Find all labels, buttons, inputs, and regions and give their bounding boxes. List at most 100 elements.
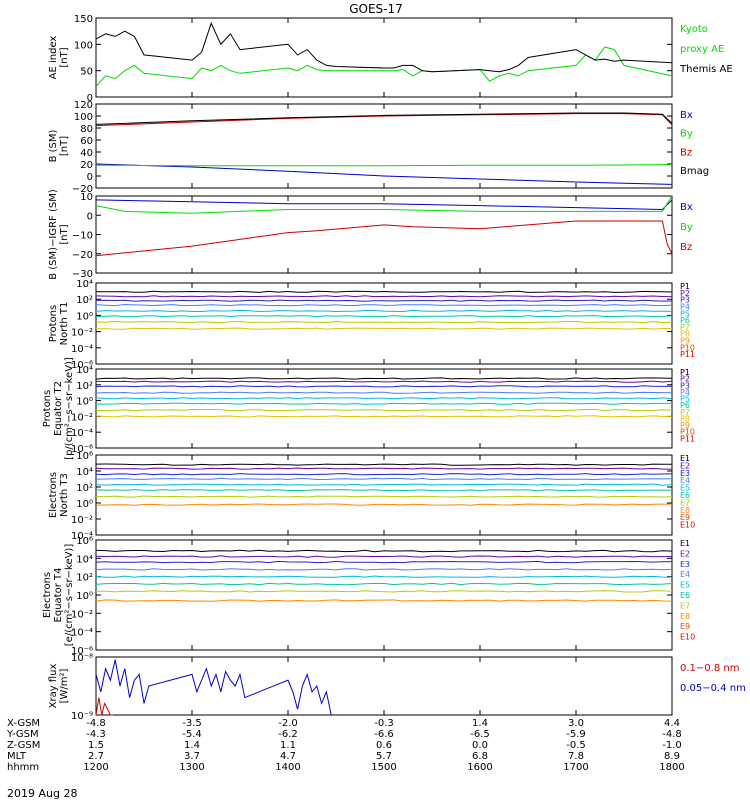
y-axis-label-line: [nT] (59, 136, 70, 156)
footer-value: -3.5 (182, 718, 202, 729)
channel-line-P6 (95, 315, 673, 318)
y-tick-label: 0 (87, 211, 93, 222)
footer-value: 4.4 (664, 718, 680, 729)
channel-line-E4 (95, 568, 673, 571)
channel-line-P4 (95, 303, 673, 307)
y-tick-label: 10⁴ (76, 467, 93, 478)
footer-value: 3.0 (568, 718, 584, 729)
legend-entry: P6 (680, 316, 690, 325)
legend-entry: P2 (680, 289, 690, 298)
channel-line-E1 (95, 549, 673, 553)
channel-line-P4 (95, 391, 673, 394)
series-line-Bx (95, 163, 673, 185)
legend-entry: P7 (680, 408, 690, 417)
y-tick-label: 10⁶ (76, 451, 93, 462)
legend-entry: 0.05−0.4 nm (680, 683, 746, 694)
y-axis-label-line: [W/m²] (59, 668, 70, 703)
y-axis-label: AE index[nT] (48, 36, 70, 80)
channel-line-P3 (95, 385, 673, 388)
footer-row-label: MLT (7, 751, 27, 762)
y-tick-label: 10⁰ (76, 311, 93, 322)
channel-line-P8 (95, 327, 672, 330)
channel-line-P1 (95, 377, 673, 380)
y-tick-label: 20 (80, 160, 93, 171)
y-tick-label: 150 (74, 14, 93, 25)
channel-line-P7 (95, 408, 673, 412)
y-tick-label: −10 (72, 231, 93, 242)
footer-value: -6.6 (374, 729, 394, 740)
legend-entry: By (680, 129, 693, 140)
y-axis-label: ElectronsNorth T3 (48, 472, 70, 518)
footer-value: -1.0 (662, 740, 682, 751)
y-tick-label: 10⁻⁴ (71, 628, 93, 639)
panel-frame (95, 454, 673, 536)
y-tick-label: 10⁴ (76, 365, 93, 376)
legend-entry: E4 (680, 570, 690, 579)
legend-entry: Bz (680, 242, 692, 253)
legend-entry: P5 (680, 309, 690, 318)
legend-entry: P9 (680, 337, 690, 346)
legend-entry: P7 (680, 323, 690, 332)
legend-entry: E7 (680, 601, 690, 610)
y-axis-label-line: Electrons (48, 472, 59, 518)
panel-protons-north: 10⁻⁶ 10⁻⁴ 10⁻² 10⁰ 10² 10⁴ ProtonsNorth T1 P1P2… (48, 279, 695, 371)
series-line-Bz (95, 113, 673, 127)
y-tick-label: 10⁶ (76, 536, 93, 547)
y-tick-label: −20 (72, 184, 93, 195)
footer-value: -0.3 (374, 718, 394, 729)
y-axis-label-line: Xray flux (48, 664, 59, 709)
footer-value: 1800 (659, 762, 684, 773)
y-axis-label-line: North T1 (59, 302, 70, 346)
panel-electrons-equator: 10⁻⁶10⁻⁴10⁻²10⁰10²10⁴10⁶ElectronsEquator… (42, 536, 695, 657)
panel-ae: 0 50 100 150 AE index[nT] Kyoto proxy AE Themis… (48, 14, 733, 104)
y-tick-label: 10² (76, 381, 93, 392)
y-axis-label-line: AE index (48, 36, 59, 80)
y-tick-label: 10² (76, 295, 93, 306)
y-tick-label: 10² (76, 483, 93, 494)
legend-entry: P10 (680, 343, 695, 352)
y-tick-label: 10⁻² (71, 412, 93, 423)
legend-entry: P4 (680, 302, 690, 311)
channel-line-E5 (95, 575, 673, 578)
series-line-Bmag (95, 112, 673, 125)
legend-entry: P3 (680, 381, 690, 390)
legend-entry: Bmag (680, 166, 709, 177)
footer-value: 1300 (179, 762, 204, 773)
y-axis-label: ElectronsEquator T4[e/(cm²−s−sr−keV)] (42, 544, 75, 647)
footer-value: 2.7 (88, 751, 104, 762)
legend-entry: E10 (680, 521, 695, 530)
channel-line-P8 (95, 415, 673, 418)
series-line-By (95, 164, 673, 167)
channel-line-E8 (95, 599, 673, 602)
footer-value: -0.5 (566, 740, 586, 751)
footer-value: -5.9 (566, 729, 586, 740)
channel-line-P7 (95, 320, 673, 324)
legend-entry: P10 (680, 428, 695, 437)
y-axis-label: B (SM)−IGRF (SM)[nT] (48, 189, 70, 280)
y-axis-label-line: Electrons (42, 572, 53, 618)
y-tick-label: 60 (80, 136, 93, 147)
legend-entry: E4 (680, 476, 690, 485)
channel-line-E8 (95, 503, 672, 506)
channel-line-P3 (95, 299, 673, 302)
series-line-0-05-0-4-nm (95, 659, 332, 716)
legend-entry: Bx (680, 202, 693, 213)
y-tick-label: 10⁴ (76, 279, 93, 290)
legend-entry: P8 (680, 414, 690, 423)
channel-line-P5 (95, 397, 673, 400)
footer-value: 1.4 (184, 740, 200, 751)
channel-line-E1 (95, 463, 673, 466)
series-line-Themis-AE (95, 21, 673, 73)
channel-line-E3 (95, 560, 673, 564)
channel-line-P2 (95, 295, 673, 298)
footer-value: 1400 (275, 762, 300, 773)
y-axis-label-line: B (SM)−IGRF (SM) (48, 189, 59, 280)
y-tick-label: 10⁰ (76, 397, 93, 408)
legend-entry: E5 (680, 484, 690, 493)
footer-value: -2.0 (278, 718, 298, 729)
channel-line-E2 (95, 467, 673, 470)
legend-entry: E8 (680, 506, 690, 515)
legend-entry: Bx (680, 110, 693, 121)
footer-row-label: Z-GSM (7, 740, 40, 751)
